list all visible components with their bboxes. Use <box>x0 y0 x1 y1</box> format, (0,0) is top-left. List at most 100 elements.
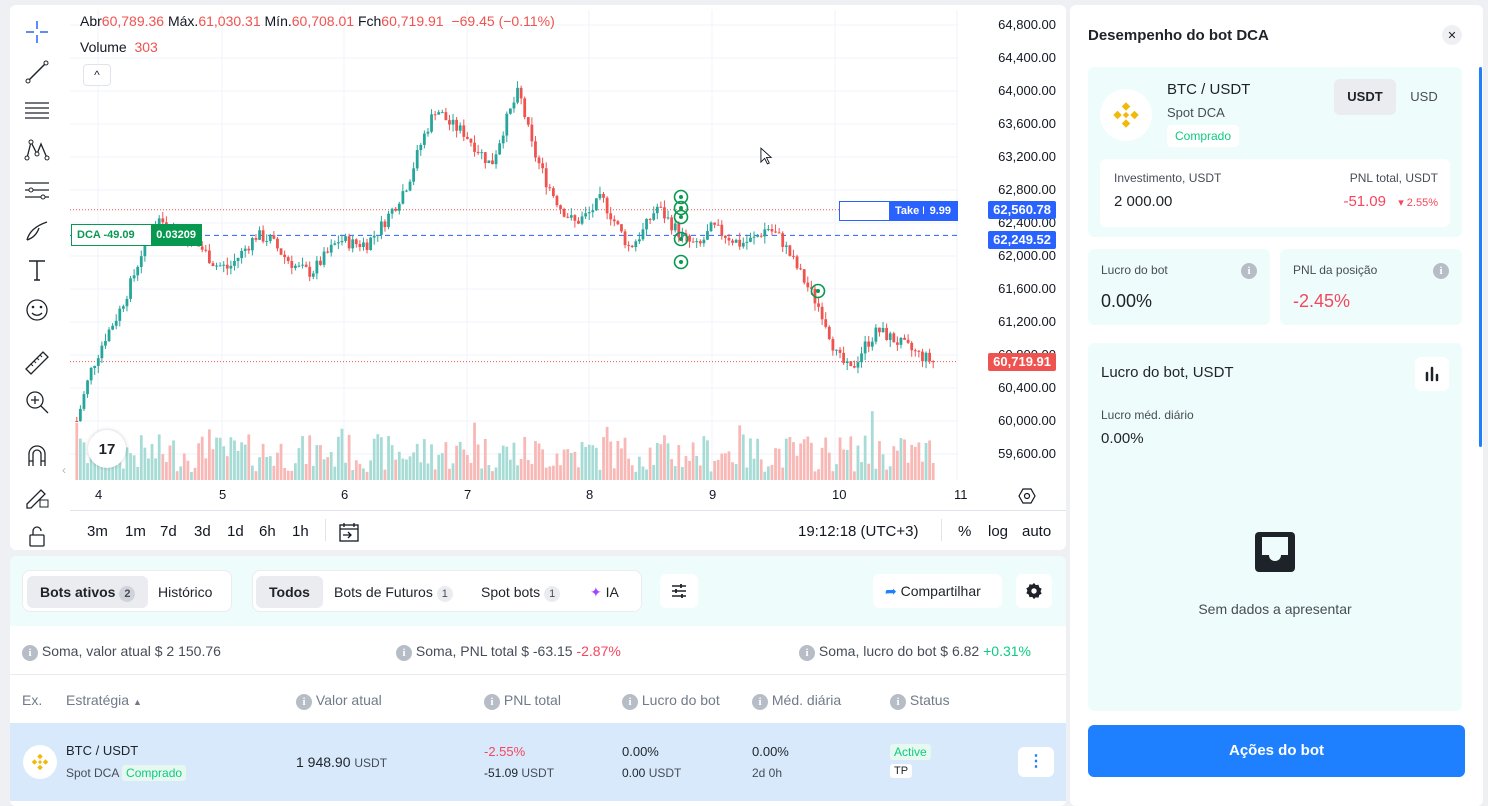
volume-bar <box>283 468 287 480</box>
col-bot-profit: i Lucro do bot <box>622 692 720 710</box>
volume-bar <box>702 436 706 480</box>
volume-bar <box>852 471 856 480</box>
info-icon[interactable]: i <box>1433 263 1449 279</box>
collapse-legend-button[interactable]: ^ <box>83 64 111 86</box>
candle-body <box>756 235 760 237</box>
candle-body <box>458 125 462 131</box>
timeframe-1d[interactable]: 1d <box>227 523 244 540</box>
candle-body <box>860 353 863 363</box>
candle-body <box>104 340 107 346</box>
pair-name: BTC / USDT <box>1167 81 1251 98</box>
zoom-icon[interactable] <box>22 387 52 417</box>
bar-chart-icon[interactable] <box>1415 357 1449 391</box>
candle-body <box>698 241 702 244</box>
col-strategy[interactable]: Estratégia ▲ <box>66 692 142 708</box>
timeframe-1m[interactable]: 1m <box>125 523 146 540</box>
log-scale-toggle[interactable]: log <box>988 523 1009 540</box>
info-icon[interactable]: i <box>22 645 38 661</box>
candle-body <box>111 325 115 330</box>
share-button[interactable]: ➦ Compartilhar <box>873 574 1002 608</box>
volume-bar <box>297 448 301 480</box>
volume-bar <box>344 462 347 480</box>
volume-bar <box>691 442 695 480</box>
lock-icon[interactable] <box>22 521 52 550</box>
volume-bar <box>218 437 222 480</box>
price-axis[interactable]: 64,800.00 64,400.00 64,000.00 63,600.00 63,2… <box>958 5 1064 485</box>
profit-chart-title: Lucro do bot, USDT <box>1101 364 1234 381</box>
horizontal-lines-icon[interactable] <box>22 95 52 125</box>
brush-icon[interactable] <box>22 215 52 245</box>
bot-actions-button[interactable]: Ações do bot <box>1088 725 1465 777</box>
candle-body <box>763 229 767 237</box>
clock[interactable]: 19:12:18 (UTC+3) <box>798 523 919 540</box>
settings-gear-icon[interactable] <box>1016 574 1052 608</box>
candle-body <box>408 181 412 191</box>
volume-bar <box>863 435 867 480</box>
info-icon[interactable]: i <box>296 694 312 710</box>
row-menu-icon[interactable]: ⋮ <box>1018 747 1054 777</box>
volume-bar <box>315 445 319 480</box>
candle-body <box>888 333 892 340</box>
tab-history[interactable]: Histórico <box>158 584 213 600</box>
currency-tab-usdt[interactable]: USDT <box>1334 79 1396 115</box>
timeframe-7d[interactable]: 7d <box>160 523 177 540</box>
filter-settings-icon[interactable] <box>660 574 698 608</box>
collapse-toolbar-icon[interactable]: ‹ <box>62 463 66 477</box>
volume-bar <box>738 425 742 480</box>
tradingview-logo[interactable]: 17 <box>88 430 126 468</box>
settings-hex-icon[interactable] <box>1018 487 1036 505</box>
divider <box>325 519 326 541</box>
info-icon[interactable]: i <box>890 694 906 710</box>
filter-futures[interactable]: Bots de Futuros 1 <box>321 576 466 608</box>
info-icon[interactable]: i <box>752 694 768 710</box>
magnet-icon[interactable] <box>22 441 52 471</box>
percent-scale-toggle[interactable]: % <box>958 523 972 540</box>
candle-body <box>777 232 781 234</box>
candlestick-chart[interactable] <box>70 10 958 480</box>
candle-body <box>207 250 211 264</box>
candle-body <box>706 231 709 240</box>
candle-body <box>347 236 351 249</box>
scrollbar[interactable] <box>1479 67 1482 447</box>
fib-icon[interactable] <box>22 175 52 205</box>
timeframe-3d[interactable]: 3d <box>194 523 211 540</box>
candle-body <box>523 98 527 118</box>
table-row[interactable]: BTC / USDT Spot DCA Comprado 1 948.90 US… <box>10 723 1066 801</box>
volume-bar <box>426 463 430 480</box>
volume-bar <box>150 443 154 480</box>
date-range-icon[interactable] <box>338 521 360 548</box>
candle-body <box>584 213 588 217</box>
info-icon[interactable]: i <box>799 645 815 661</box>
filter-spot[interactable]: Spot bots 1 <box>468 576 573 608</box>
candle-body <box>247 248 251 251</box>
pattern-icon[interactable] <box>22 135 52 165</box>
auto-scale-toggle[interactable]: auto <box>1022 523 1052 540</box>
ruler-icon[interactable] <box>22 348 52 378</box>
crosshair-icon[interactable] <box>22 17 52 47</box>
volume-bar <box>179 466 183 480</box>
candle-body <box>383 221 387 228</box>
lock-pen-icon[interactable] <box>22 481 52 511</box>
volume-bar <box>440 453 444 480</box>
info-icon[interactable]: i <box>1241 263 1257 279</box>
info-icon[interactable]: i <box>396 645 412 661</box>
info-icon[interactable]: i <box>622 694 638 710</box>
trendline-icon[interactable] <box>22 57 52 87</box>
candle-body <box>491 160 494 165</box>
timeframe-6h[interactable]: 6h <box>259 523 276 540</box>
tab-active-bots[interactable]: Bots ativos 2 <box>27 576 149 608</box>
filter-all[interactable]: Todos <box>256 576 323 608</box>
text-icon[interactable] <box>22 255 52 285</box>
close-icon[interactable]: ✕ <box>1442 25 1462 45</box>
timeframe-1h[interactable]: 1h <box>292 523 309 540</box>
timeframe-3m[interactable]: 3m <box>87 523 108 540</box>
info-icon[interactable]: i <box>484 694 500 710</box>
volume-bar <box>301 436 304 480</box>
candle-body <box>713 222 717 225</box>
emoji-icon[interactable] <box>22 295 52 325</box>
x-tick-label: 5 <box>219 487 227 502</box>
filter-ai[interactable]: ✦ IA <box>590 584 619 600</box>
currency-tab-usd[interactable]: USD <box>1410 89 1438 104</box>
volume-bar <box>243 444 247 480</box>
volume-bar <box>397 451 401 480</box>
